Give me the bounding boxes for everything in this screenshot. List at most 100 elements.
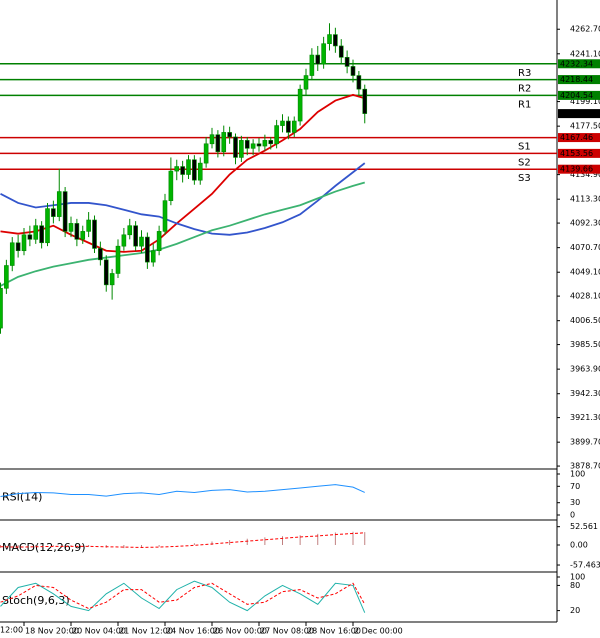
candle-body <box>215 134 221 153</box>
candle-body <box>209 134 215 145</box>
level-price-box <box>558 148 600 158</box>
candle-body <box>186 159 191 175</box>
y-tick-label: 4028.10 <box>570 292 600 301</box>
candle-body <box>0 287 3 329</box>
panel-title: MACD(12,26,9) <box>2 541 86 554</box>
y-tick-label: 4113.30 <box>570 195 600 204</box>
y-tick-label: 3878.70 <box>570 462 600 471</box>
indicator-line <box>0 484 365 498</box>
level-price: 4204.54 <box>560 91 593 100</box>
y-tick-label: 70 <box>570 482 580 491</box>
candle-body <box>203 143 209 164</box>
candle-body <box>227 132 232 138</box>
candle-body <box>4 265 9 289</box>
y-tick-label: 4049.10 <box>570 268 600 277</box>
candle-body <box>68 223 74 232</box>
candle-body <box>156 231 162 252</box>
level-name: S1 <box>518 142 531 153</box>
y-tick-label: 30 <box>570 498 580 507</box>
y-tick-label: 52.561 <box>570 522 598 531</box>
candle-body <box>350 66 356 76</box>
y-tick-label: 4177.50 <box>570 122 600 131</box>
y-tick-label: 4092.30 <box>570 219 600 228</box>
candle-body <box>33 225 39 240</box>
candle-body <box>344 57 350 67</box>
y-tick-label: 4134.90 <box>570 170 600 179</box>
level-price: 4232.34 <box>560 59 593 68</box>
y-tick-label: -57.463 <box>570 561 600 570</box>
x-tick-label: 24 Nov 16:00 <box>166 627 220 636</box>
panel-title: RSI(14) <box>2 491 42 504</box>
candle-body <box>62 191 68 232</box>
y-tick-label: 80 <box>570 581 580 590</box>
candle-body <box>121 234 127 247</box>
x-tick-label: 26 Nov 00:00 <box>213 627 267 636</box>
x-tick-label: 2 Dec 00:00 <box>354 627 403 636</box>
y-tick-label: 100 <box>570 470 585 479</box>
y-tick-label: 3921.30 <box>570 413 600 422</box>
candle-body <box>239 140 244 158</box>
candle-body <box>274 125 279 145</box>
y-tick-label: 3899.70 <box>570 438 600 447</box>
level-price: 4167.46 <box>560 133 593 142</box>
candle-body <box>92 219 97 249</box>
moving-average <box>0 181 366 287</box>
moving-average <box>0 93 366 253</box>
candle-body <box>262 140 268 147</box>
candle-body <box>127 225 133 236</box>
level-name: S2 <box>518 157 531 168</box>
candle-body <box>80 231 86 240</box>
y-tick-label: 4006.50 <box>570 316 600 325</box>
candle-body <box>21 234 27 252</box>
level-price-box <box>558 59 600 69</box>
x-tick-label: 18 Nov 20:00 <box>25 627 79 636</box>
candle-body <box>244 140 250 149</box>
level-price: 4139.66 <box>560 165 593 174</box>
candle-body <box>45 208 50 244</box>
indicator-line <box>0 580 366 613</box>
candle-body <box>168 170 174 201</box>
y-tick-label: 20 <box>570 606 580 615</box>
y-tick-label: 4241.10 <box>570 49 600 58</box>
candle-body <box>333 34 338 47</box>
last-price: 4188.54 <box>560 109 593 118</box>
level-price-box <box>558 133 600 143</box>
candle-body <box>133 225 138 247</box>
y-tick-label: 3963.90 <box>570 365 600 374</box>
candle-body <box>109 273 115 286</box>
level-name: R1 <box>518 99 531 110</box>
y-tick-label: 3985.50 <box>570 340 600 349</box>
y-tick-label: 4070.70 <box>570 243 600 252</box>
candle-body <box>174 166 180 172</box>
level-name: S3 <box>518 173 531 184</box>
candle-body <box>86 219 91 232</box>
candle-body <box>103 259 109 286</box>
candle-body <box>9 242 15 266</box>
candle-body <box>150 250 156 263</box>
panel-title: Stoch(9,6,3) <box>2 594 70 607</box>
level-name: R2 <box>518 84 531 95</box>
indicator-line <box>0 532 365 548</box>
y-tick-label: 3942.30 <box>570 389 600 398</box>
candle-body <box>221 132 227 153</box>
candle-body <box>309 54 315 76</box>
level-price-box <box>558 90 600 100</box>
level-price: 4153.56 <box>560 149 593 158</box>
time-label: 12:00 <box>0 626 23 635</box>
y-tick-label: 100 <box>570 573 585 582</box>
candle-body <box>321 43 326 65</box>
x-tick-label: 21 Nov 12:00 <box>119 627 173 636</box>
last-price-box <box>558 109 600 119</box>
candle-body <box>303 75 309 90</box>
candle-body <box>256 143 262 147</box>
y-tick-label: 4262.70 <box>570 25 600 34</box>
candle-body <box>197 162 203 181</box>
level-price-box <box>558 164 600 174</box>
candle-body <box>98 248 103 261</box>
x-tick-label: 27 Nov 08:00 <box>260 627 314 636</box>
y-tick-label: 0.00 <box>570 541 588 550</box>
candle-body <box>338 45 344 58</box>
candle-body <box>315 54 321 65</box>
y-tick-label: 4199.10 <box>570 97 600 106</box>
